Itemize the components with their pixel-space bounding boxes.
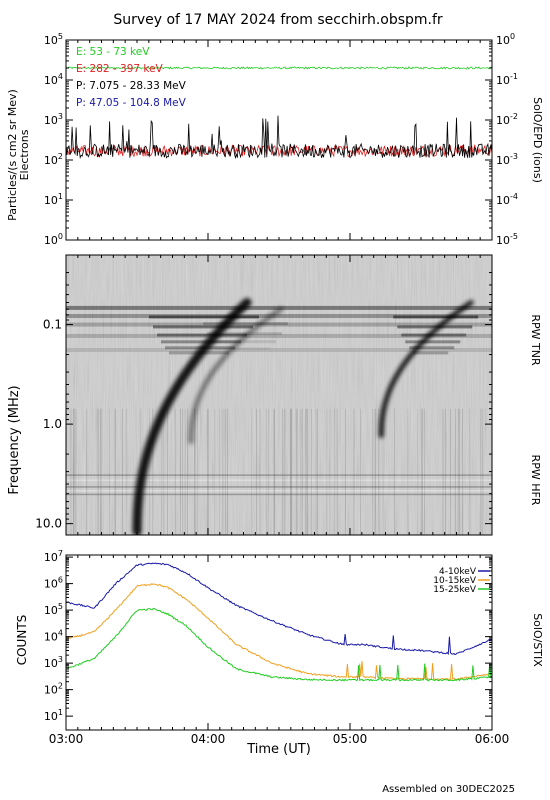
footer-note: Assembled on 30DEC2025 (382, 784, 515, 795)
burst-fringe (214, 347, 270, 351)
burst-fringe (153, 325, 253, 329)
x-axis-ticks: 03:00 04:00 05:00 06:00 (49, 40, 510, 746)
spectrogram-stripe (66, 479, 492, 481)
stix-frame (65, 554, 493, 731)
spectrogram-ylabel: Frequency (MHz) (7, 385, 22, 494)
particles-panel: 100 101 102 103 104 105 10-5 10-4 10-3 10-2 10-1 10… (6, 32, 544, 247)
particles-legend-item: E: 53 - 73 keV (76, 46, 150, 58)
stix-legend-label: 10-15keV (433, 576, 477, 586)
stix-series-2 (66, 583, 492, 681)
stix-ylabel: COUNTS (15, 615, 29, 666)
particles-right-tick-label: 10-1 (496, 72, 518, 87)
spectrogram-noise (66, 255, 492, 535)
spectrogram-stripe (66, 486, 492, 488)
spectrogram-ticks: 0.1 1.0 10.0 (35, 254, 492, 531)
spectrogram-stripe (66, 490, 492, 492)
spectrogram-tick-label: 0.1 (43, 318, 62, 332)
particles-right-tick-label: 10-4 (496, 192, 518, 207)
burst-fringe (393, 315, 479, 319)
spectrogram-stripe (66, 493, 492, 496)
spectrogram-band (66, 333, 492, 338)
particles-left-tick-label: 105 (44, 32, 63, 47)
stix-tick-label: 102 (44, 682, 63, 697)
spectrogram-band (66, 322, 492, 327)
particles-right-tick-label: 10-3 (496, 152, 518, 167)
particles-legend-item: E: 282 - 397 keV (76, 63, 164, 75)
stix-legend-label: 4-10keV (439, 567, 477, 577)
particles-right-tick-label: 10-5 (496, 232, 518, 247)
stix-legend-label: 15-25keV (433, 585, 477, 595)
particles-series-1 (66, 66, 492, 70)
particles-ylabel: Particles/(s cm2 sr Mev) (6, 89, 19, 221)
burst-fringe (169, 351, 229, 355)
burst-fringe (157, 333, 247, 337)
x-tick-label: 04:00 (191, 732, 226, 746)
particles-legend-item: P: 47.05 - 104.8 MeV (76, 97, 187, 109)
spectrogram-tick-label: 10.0 (35, 517, 62, 531)
type-iii-burst (132, 298, 252, 535)
stix-tick-label: 107 (44, 549, 63, 564)
particles-legend-item: P: 7.075 - 28.33 MeV (76, 80, 187, 92)
spectrogram-stripe (66, 474, 492, 476)
burst-fringe (165, 346, 235, 350)
particles-ylabel-electrons: Electrons (18, 129, 31, 180)
spectrogram-label-hfr: RPW HFR (529, 455, 542, 506)
particles-right-label: SolO/EPD (ions) (531, 97, 544, 183)
particles-legend: E: 53 - 73 keV E: 282 - 397 keV P: 7.075 -… (76, 46, 187, 109)
particles-ticks: 100 101 102 103 104 105 10-5 10-4 10-3 10-2 10-1 10… (44, 32, 518, 247)
type-iii-burst (378, 300, 474, 438)
burst-fringe (210, 340, 276, 344)
page-title: Survey of 17 MAY 2024 from secchirh.obsp… (113, 12, 443, 28)
particles-left-tick-label: 103 (44, 112, 63, 127)
x-tick-label: 05:00 (333, 732, 368, 746)
spectrogram-band (66, 347, 492, 352)
stix-tick-label: 103 (44, 655, 63, 670)
burst-fringe (161, 340, 241, 344)
spectrogram-tick-label: 1.0 (43, 417, 62, 431)
stix-series-3 (66, 607, 492, 682)
particles-left-tick-label: 104 (44, 72, 63, 87)
spectrogram-label-tnr: RPW TNR (529, 314, 542, 366)
burst-fringe (401, 333, 467, 337)
particles-series-3 (66, 115, 492, 160)
x-tick-label: 03:00 (49, 732, 84, 746)
burst-fringe (405, 340, 461, 344)
x-axis-label: Time (UT) (246, 742, 311, 757)
stix-panel: 101 102 103 104 105 106 107 4-10keV10-15keV15-… (15, 40, 544, 757)
burst-fringe (149, 315, 259, 319)
burst-fringe (206, 332, 282, 336)
stix-tick-label: 105 (44, 602, 63, 617)
stix-tick-label: 101 (44, 708, 63, 723)
burst-fringe (413, 351, 449, 355)
stix-tick-label: 106 (44, 576, 63, 591)
spectrogram-panel: 0.1 1.0 10.0 Frequency (MHz) RPW TNR RPW H… (7, 254, 542, 536)
particles-right-tick-label: 100 (496, 32, 515, 47)
burst-fringe (397, 325, 473, 329)
stix-right-label: SolO/STIX (531, 613, 544, 667)
stix-tick-label: 104 (44, 629, 63, 644)
spectrogram-band (66, 313, 492, 318)
stix-ticks: 101 102 103 104 105 106 107 (44, 549, 492, 723)
particles-right-tick-label: 10-2 (496, 112, 518, 127)
burst-fringe (202, 322, 288, 326)
type-iii-burst (188, 306, 284, 445)
particles-left-tick-label: 100 (44, 232, 63, 247)
x-tick-label: 06:00 (475, 732, 510, 746)
particles-left-tick-label: 101 (44, 192, 63, 207)
stix-series-1 (66, 562, 492, 656)
particles-left-tick-label: 102 (44, 152, 63, 167)
burst-fringe (409, 346, 455, 350)
